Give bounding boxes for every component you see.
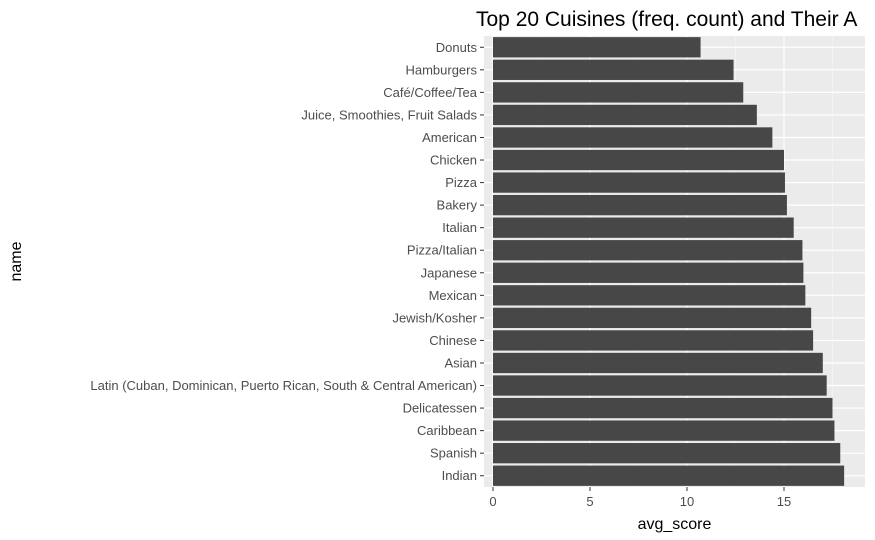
y-tick-label: Chicken <box>430 153 477 168</box>
bar <box>493 307 812 329</box>
x-axis-title: avg_score <box>638 516 712 533</box>
y-tick-label: Pizza <box>445 175 478 190</box>
y-axis: Donuts Hamburgers Café/Coffee/Tea Juice, Sm… <box>90 40 484 483</box>
bar <box>493 59 734 80</box>
chart-title: Top 20 Cuisines (freq. count) and Their … <box>476 8 857 31</box>
y-tick-label: Japanese <box>421 265 477 280</box>
x-tick-label: 15 <box>777 494 791 509</box>
y-axis-title: name <box>8 241 25 281</box>
bar <box>493 149 784 171</box>
bar <box>493 330 814 351</box>
x-tick-label: 5 <box>586 494 593 509</box>
y-tick-label: Bakery <box>437 198 478 213</box>
y-tick-label: Hamburgers <box>405 62 477 77</box>
bar <box>493 37 701 58</box>
bar <box>493 82 744 103</box>
bar <box>493 104 757 126</box>
y-tick-label: Donuts <box>436 40 478 55</box>
y-tick-label: Juice, Smoothies, Fruit Salads <box>301 107 477 122</box>
y-tick-label: Italian <box>442 220 477 235</box>
bar <box>493 465 845 486</box>
bar <box>493 262 804 283</box>
bar <box>493 172 785 193</box>
bar <box>493 420 835 441</box>
y-tick-label: Spanish <box>430 446 477 461</box>
y-tick-label: Latin (Cuban, Dominican, Puerto Rican, S… <box>90 378 477 393</box>
bar <box>493 127 773 148</box>
y-tick-label: Mexican <box>429 288 477 303</box>
y-tick-label: Delicatessen <box>403 401 477 416</box>
bar <box>493 217 794 238</box>
bars <box>493 37 845 486</box>
x-tick-label: 10 <box>680 494 694 509</box>
y-tick-label: American <box>422 130 477 145</box>
bar <box>493 352 823 374</box>
x-axis: 0 5 10 15 <box>489 487 791 509</box>
bar <box>493 375 827 396</box>
y-tick-label: Chinese <box>429 333 477 348</box>
bar <box>493 443 841 464</box>
bar <box>493 397 833 419</box>
plot-panel <box>484 36 865 487</box>
y-tick-label: Asian <box>444 355 477 370</box>
y-tick-label: Café/Coffee/Tea <box>383 85 477 100</box>
bar <box>493 240 803 261</box>
y-tick-label: Caribbean <box>417 423 477 438</box>
y-tick-label: Pizza/Italian <box>407 243 477 258</box>
x-tick-label: 0 <box>489 494 496 509</box>
y-tick-label: Jewish/Kosher <box>392 310 477 325</box>
bar <box>493 194 787 216</box>
y-tick-label: Indian <box>442 468 477 483</box>
bar <box>493 285 806 306</box>
